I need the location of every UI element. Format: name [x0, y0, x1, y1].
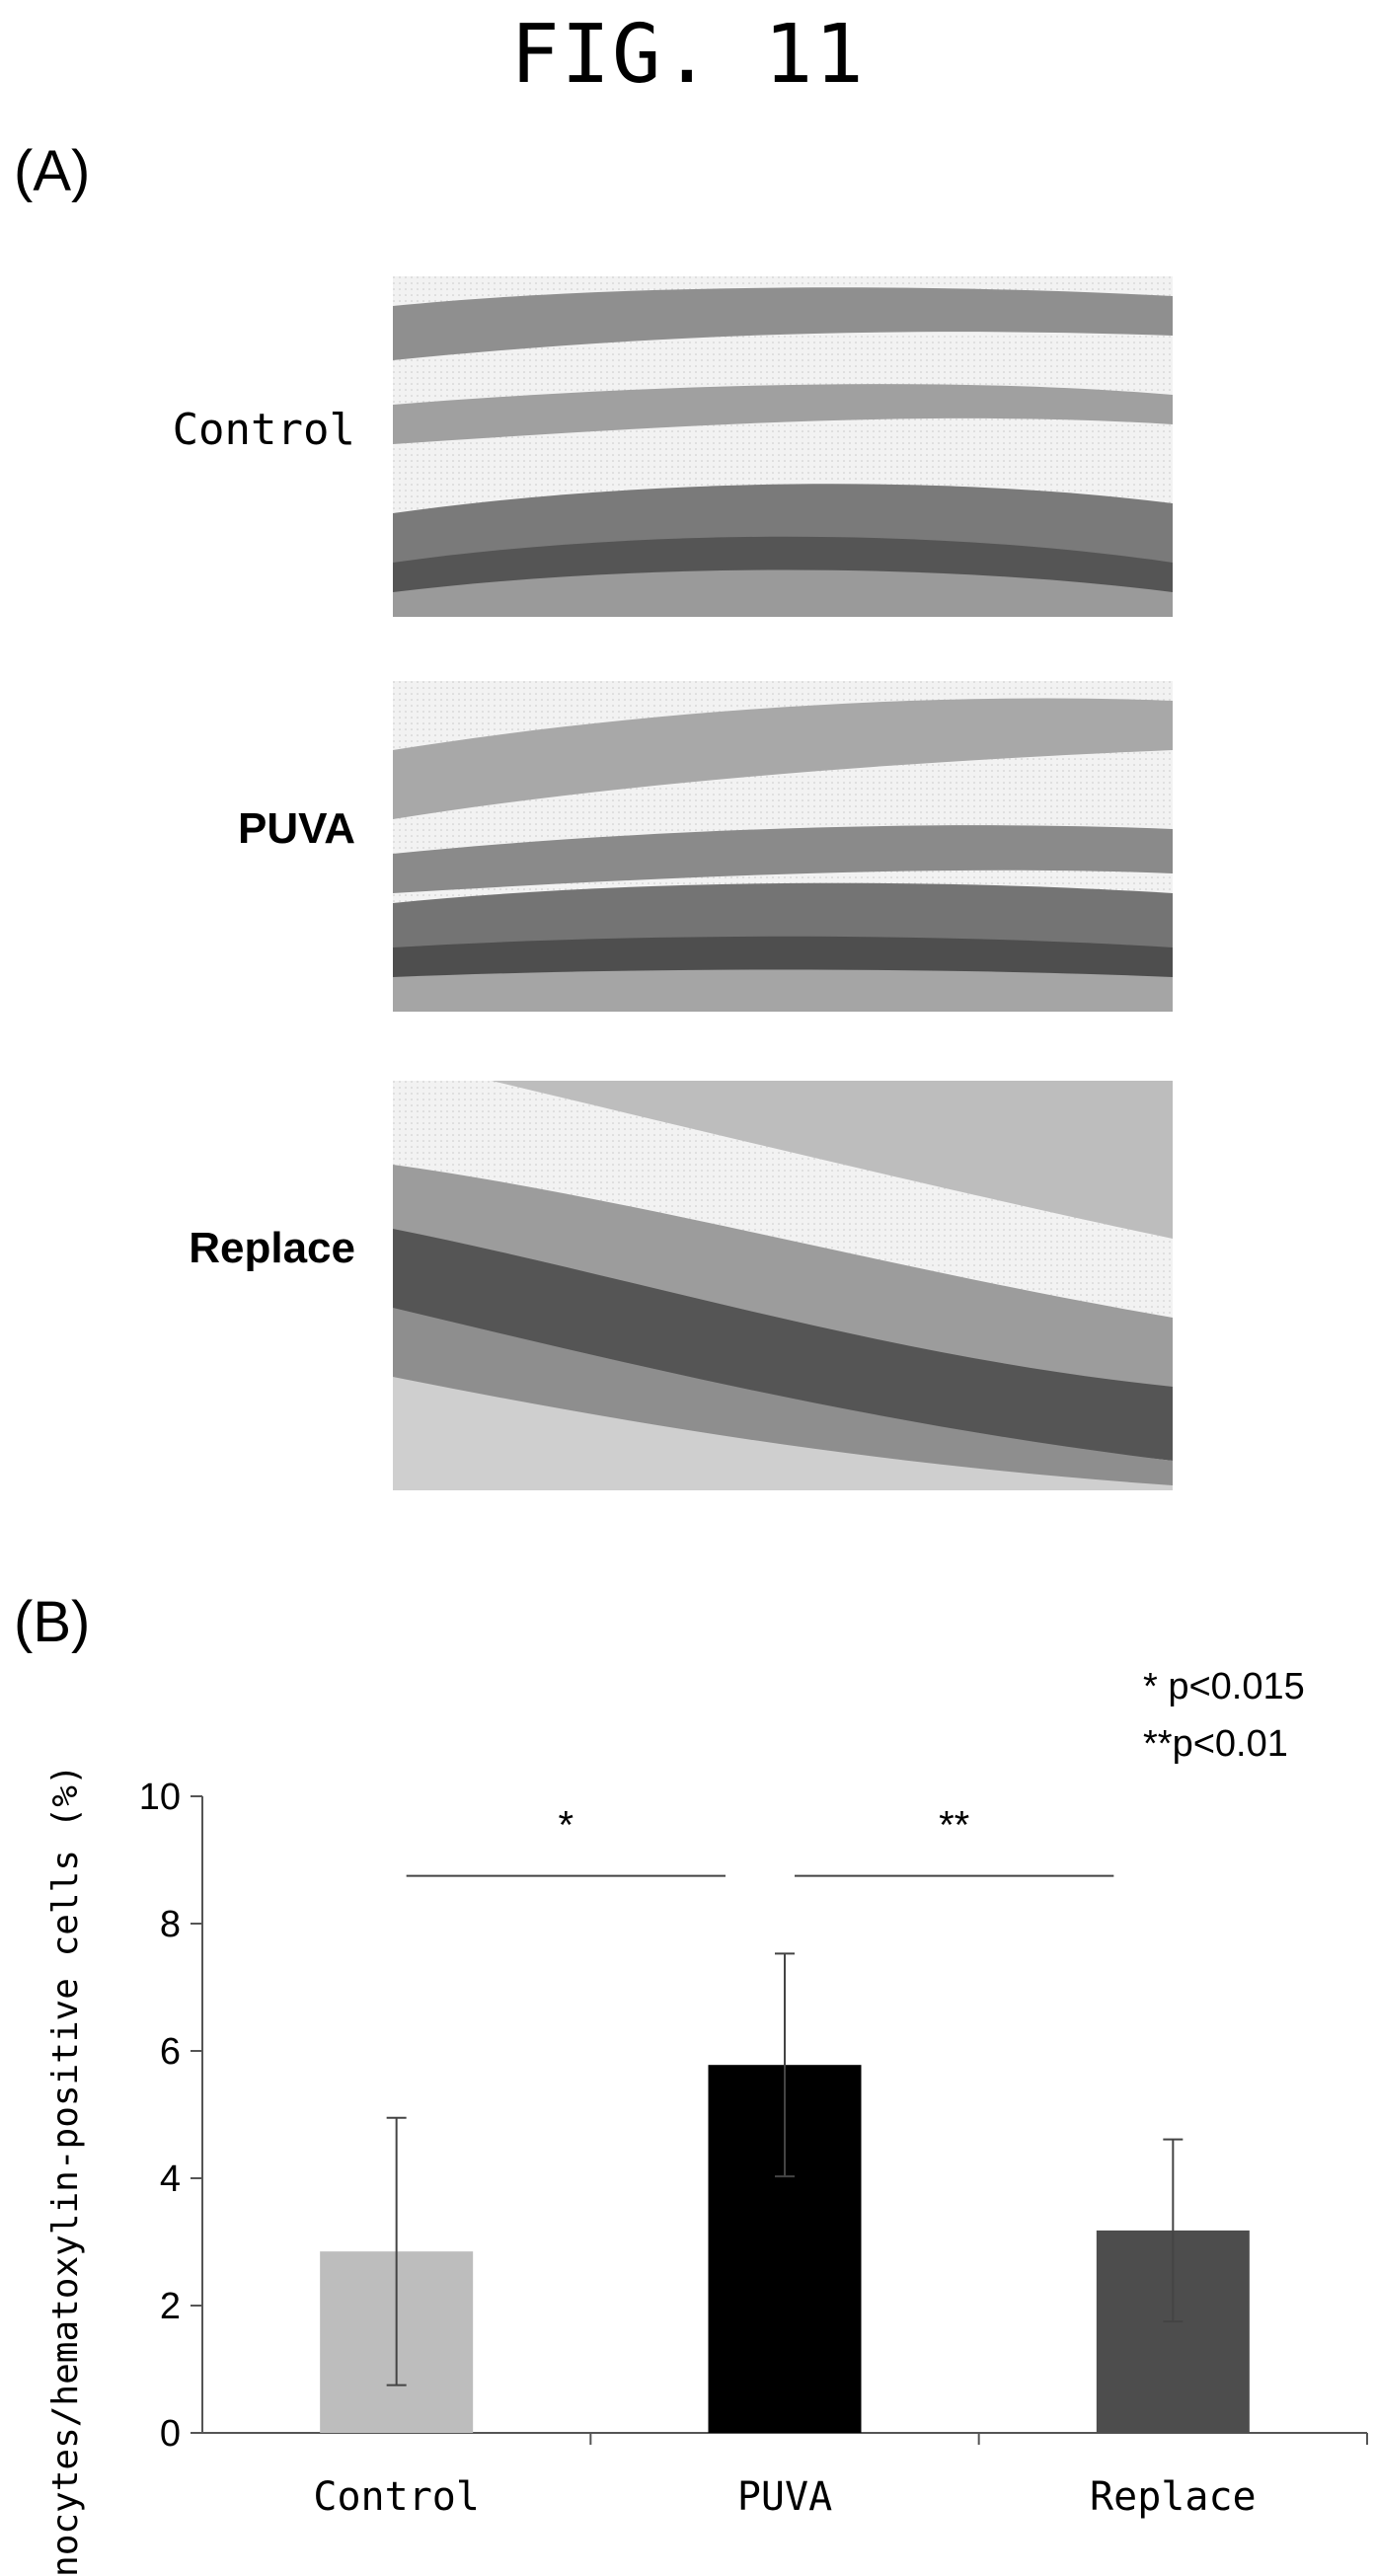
- micrograph-control: [393, 276, 1173, 617]
- y-tick-label: 8: [160, 1904, 181, 1945]
- x-tick-label: Replace: [1090, 2474, 1257, 2520]
- panel-a-label: (A): [14, 138, 90, 204]
- y-tick-label: 4: [160, 2159, 181, 2200]
- bar-chart: 0246810ControlPUVAReplace***Melanocytes/…: [0, 1629, 1376, 2576]
- significance-label: *: [559, 1804, 574, 1848]
- significance-label: **: [939, 1804, 969, 1848]
- x-tick-label: PUVA: [737, 2474, 832, 2520]
- row-label-control: Control: [20, 405, 355, 455]
- row-label-puva: PUVA: [20, 804, 355, 854]
- y-tick-label: 6: [160, 2031, 181, 2073]
- row-label-replace: Replace: [20, 1224, 355, 1273]
- micrograph-puva: [393, 681, 1173, 1012]
- micrograph-replace: [393, 1081, 1173, 1490]
- x-tick-label: Control: [313, 2474, 480, 2520]
- y-tick-label: 10: [139, 1777, 181, 1818]
- y-tick-label: 0: [160, 2413, 181, 2455]
- figure-title: FIG. 11: [0, 8, 1376, 102]
- y-tick-label: 2: [160, 2286, 181, 2327]
- y-axis-label: Melanocytes/hematoxylin-positive cells (…: [45, 1764, 86, 2576]
